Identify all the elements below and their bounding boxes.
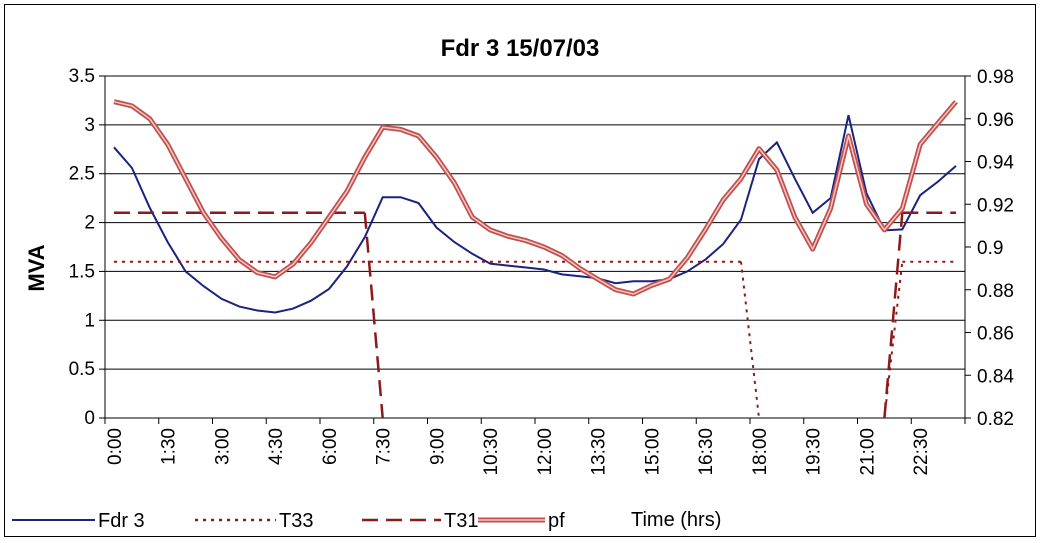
y2-tick-label: 0.96 (977, 110, 1014, 131)
y2-tick-label: 0.94 (977, 153, 1014, 174)
x-axis-label: Time (hrs) (631, 509, 721, 531)
y-tick-label: 2.5 (69, 164, 95, 185)
y-tick-label: 1 (84, 310, 95, 331)
series-pf (113, 99, 958, 297)
series-t31 (114, 211, 956, 419)
series-segment (883, 212, 904, 419)
y-tick-label: 3.5 (69, 66, 95, 87)
x-tick-label: 3:00 (212, 428, 233, 465)
x-tick-label: 22:30 (911, 428, 932, 476)
gridlines (105, 75, 965, 370)
y2-tick-label: 0.98 (977, 67, 1014, 88)
y2-tick-label: 0.84 (977, 366, 1014, 387)
y2-tick-label: 0.92 (977, 195, 1014, 216)
y-axis-label: MVA (24, 244, 49, 291)
right-y-ticks: 0.82 0.84 0.86 0.88 0.9 0.92 0.94 0.96 0.98 (965, 67, 1014, 430)
x-ticks: 0:00 1:30 3:00 4:30 6:00 7:30 9:00 10:30 12:00 13… (104, 418, 966, 476)
series-line-inner (113, 100, 957, 295)
chart-title: Fdr 3 15/07/03 (441, 35, 600, 62)
x-tick-label: 19:30 (804, 428, 825, 476)
x-tick-label: 9:00 (427, 428, 448, 465)
y2-tick-label: 0.9 (977, 238, 1003, 259)
y-tick-label: 1.5 (69, 261, 95, 282)
legend-item: T31 (362, 510, 478, 532)
x-tick-label: 15:00 (642, 428, 663, 476)
y-tick-label: 2 (84, 213, 95, 234)
x-tick-label: 1:30 (159, 428, 180, 465)
legend-label: T31 (444, 510, 478, 532)
series-segment (740, 261, 760, 419)
series-line (113, 114, 957, 314)
x-tick-label: 16:30 (696, 428, 717, 476)
y2-tick-label: 0.82 (977, 409, 1014, 430)
series-fdr-3 (113, 114, 957, 314)
series-layer (113, 99, 958, 419)
x-tick-label: 0:00 (105, 428, 126, 465)
series-segment (883, 261, 904, 419)
x-tick-label: 13:30 (589, 428, 610, 476)
series-t33 (114, 260, 956, 419)
y2-tick-label: 0.86 (977, 324, 1014, 345)
legend-label: Fdr 3 (98, 510, 145, 532)
y-tick-label: 0.5 (69, 359, 95, 380)
legend-item: pf (478, 510, 565, 532)
legend-item: T33 (195, 510, 313, 532)
x-tick-label: 7:30 (374, 428, 395, 465)
legend-label: T33 (279, 510, 313, 532)
legend-item: Fdr 3 (12, 510, 145, 532)
legend: Fdr 3 T33 T31 pf (12, 510, 565, 532)
x-tick-label: 18:00 (750, 428, 771, 476)
y-tick-label: 0 (84, 408, 95, 429)
axes (104, 76, 966, 419)
legend-label: pf (548, 510, 565, 532)
x-tick-label: 4:30 (266, 428, 287, 465)
y2-tick-label: 0.88 (977, 281, 1014, 302)
x-tick-label: 6:00 (320, 428, 341, 465)
x-tick-label: 10:30 (481, 428, 502, 476)
x-tick-label: 21:00 (857, 428, 878, 476)
chart-frame (4, 4, 1036, 537)
left-y-ticks: 0 0.5 1 1.5 2 2.5 3 3.5 (69, 66, 105, 429)
y-tick-label: 3 (84, 115, 95, 136)
series-segment (363, 212, 384, 419)
x-tick-label: 12:00 (535, 428, 556, 476)
